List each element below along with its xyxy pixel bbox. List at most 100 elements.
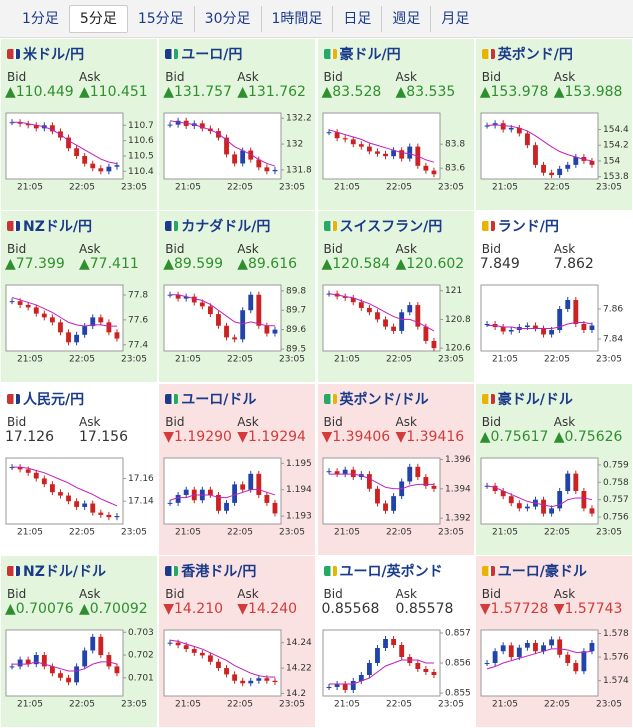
- candle-body: [208, 655, 214, 662]
- ask-value: ▲77.411: [79, 256, 139, 273]
- y-tick-label: 0.701: [128, 673, 154, 683]
- rate-panel[interactable]: スイスフラン/円 Bid Ask ▲120.584 ▲120.602 120.6 120.8…: [317, 211, 474, 383]
- y-tick-label: 89.5: [286, 345, 306, 355]
- ask-label: Ask: [553, 414, 576, 429]
- y-tick-label: 17.16: [128, 474, 154, 484]
- candle-body: [382, 638, 388, 648]
- x-tick-label: 21:05: [175, 527, 201, 537]
- flag-icon: [165, 221, 179, 232]
- y-tick-label: 154.2: [603, 141, 629, 151]
- candle-body: [516, 647, 522, 657]
- timeframe-tab[interactable]: 日足: [332, 5, 381, 32]
- timeframe-tab[interactable]: 週足: [381, 5, 430, 32]
- candle-body: [350, 680, 356, 690]
- pair-name-text: NZドル/円: [23, 219, 92, 236]
- y-tick-label: 0.756: [603, 512, 629, 522]
- y-tick-label: 1.578: [603, 629, 629, 639]
- candle-body: [90, 636, 96, 651]
- chart-frame: [322, 284, 440, 352]
- bid-label: Bid: [7, 242, 27, 257]
- candle-body: [342, 138, 348, 140]
- candle-body: [216, 661, 222, 668]
- x-tick-label: 21:05: [175, 355, 201, 365]
- candle-body: [114, 165, 120, 167]
- candle-body: [17, 122, 23, 124]
- rate-panel[interactable]: ユーロ/ドル Bid Ask ▼1.19290 ▼1.19294 1.193 1.194 1.…: [159, 383, 316, 555]
- candle-body: [565, 300, 570, 310]
- candle-body: [581, 324, 587, 331]
- flag-icon: [481, 49, 495, 59]
- timeframe-tab[interactable]: 月足: [430, 5, 479, 32]
- timeframe-tab[interactable]: 15分足: [137, 10, 184, 27]
- candle-body: [422, 165, 428, 171]
- candle-body: [216, 131, 222, 138]
- candle-body: [74, 148, 80, 156]
- ask-label: Ask: [79, 414, 101, 429]
- candle-body: [232, 337, 238, 340]
- bid-value: 17.126: [5, 428, 54, 445]
- candle-body: [532, 325, 538, 329]
- y-tick-label: 132: [286, 140, 303, 150]
- timeframe-tab[interactable]: 1時間足: [260, 5, 333, 32]
- candle-body: [264, 326, 270, 334]
- timeframe-tab[interactable]: 30分足: [193, 5, 261, 32]
- rate-panel[interactable]: NZドル/ドル Bid Ask ▲0.70076 ▲0.70092 0.701 0.702 0…: [1, 555, 157, 727]
- x-tick-label: 21:05: [175, 699, 201, 709]
- mini-chart: 17.14 17.16 21:05 22:05 23:05: [5, 457, 154, 537]
- rate-panel[interactable]: NZドル/円 Bid Ask ▲77.399 ▲77.411 77.4 77.6 77.8 21…: [1, 211, 157, 383]
- candle-body: [66, 677, 71, 683]
- timeframe-tab[interactable]: 5分足: [68, 4, 128, 33]
- bid-value: ▲89.599: [163, 256, 224, 273]
- pair-name: スイスフラン/円: [323, 216, 442, 236]
- candle-body: [334, 470, 340, 474]
- timeframe-tab[interactable]: 1分足: [22, 10, 59, 27]
- rate-panel[interactable]: 英ポンド/円 Bid Ask ▲153.978 ▲153.988 153.8 154 154.…: [475, 39, 632, 210]
- rate-panel[interactable]: 米ドル/円 Bid Ask ▲110.449 ▲110.451 110.4 110.5 110…: [1, 39, 157, 210]
- ask-label: Ask: [553, 586, 576, 601]
- ask-label: Ask: [395, 242, 417, 257]
- pair-name: 豪ドル/ドル: [481, 389, 573, 409]
- candle-body: [256, 678, 262, 681]
- rate-panel[interactable]: 英ポンド/ドル Bid Ask ▼1.39406 ▼1.39416 1.392 1.394 1…: [317, 383, 474, 555]
- chart-frame: [163, 112, 282, 180]
- candle-body: [350, 139, 356, 145]
- rate-panel[interactable]: ユーロ/英ポンド Bid Ask 0.85568 0.85578 0.855 0.856 0.…: [317, 555, 474, 727]
- candle-body: [17, 659, 23, 667]
- x-tick-label: 21:05: [17, 527, 43, 537]
- rate-panel[interactable]: カナダドル/円 Bid Ask ▲89.599 ▲89.616 89.5 89.6 89.7 8…: [159, 211, 316, 383]
- pair-name-text: 米ドル/円: [23, 47, 85, 63]
- pair-name-text: 香港ドル/円: [181, 563, 257, 580]
- bid-value: 0.85568: [321, 600, 380, 617]
- candle-body: [565, 164, 570, 169]
- candle-body: [406, 146, 412, 159]
- x-tick-label: 21:05: [334, 183, 360, 193]
- candle-body: [106, 322, 112, 333]
- y-tick-label: 110.4: [128, 167, 154, 177]
- rate-panel[interactable]: 豪ドル/ドル Bid Ask ▲0.75617 ▲0.75626 0.756 0.757 0.…: [475, 383, 632, 555]
- y-tick-label: 1.394: [445, 484, 471, 494]
- rate-panel[interactable]: ユーロ/豪ドル Bid Ask ▼1.57728 ▼1.57743 1.574 1.576 1…: [475, 555, 632, 727]
- rate-panel[interactable]: 香港ドル/円 Bid Ask ▼14.210 ▼14.240 14.2 14.22 14.24…: [159, 555, 316, 727]
- candle-body: [390, 150, 396, 157]
- candle-body: [74, 666, 80, 683]
- candle-body: [41, 313, 47, 318]
- candle-body: [540, 328, 546, 335]
- bid-label: Bid: [7, 70, 27, 84]
- bid-label: Bid: [323, 586, 343, 601]
- rate-panel[interactable]: ランド/円 Bid Ask 7.849 7.862 7.84 7.86 21:05 22:05 2…: [475, 211, 632, 383]
- candle-body: [516, 127, 522, 134]
- ask-label: Ask: [395, 70, 417, 84]
- candle-body: [232, 483, 238, 503]
- candle-body: [82, 155, 88, 164]
- candle-body: [90, 503, 96, 513]
- pair-name: NZドル/ドル: [7, 561, 106, 581]
- candle-body: [25, 123, 31, 126]
- candle-body: [548, 172, 554, 176]
- x-tick-label: 22:05: [227, 355, 253, 365]
- y-tick-label: 120.6: [445, 344, 471, 354]
- rate-panel[interactable]: ユーロ/円 Bid Ask ▲131.757 ▲131.762 131.8 132 132.2…: [159, 39, 316, 210]
- chart-frame: [480, 629, 599, 697]
- rate-panel[interactable]: 豪ドル/円 Bid Ask ▲83.528 ▲83.535 83.6 83.8 21:05 22…: [317, 39, 474, 210]
- flag-icon: [7, 49, 20, 59]
- rate-panel[interactable]: 人民元/円 Bid Ask 17.126 17.156 17.14 17.16 21:05 22…: [1, 383, 157, 555]
